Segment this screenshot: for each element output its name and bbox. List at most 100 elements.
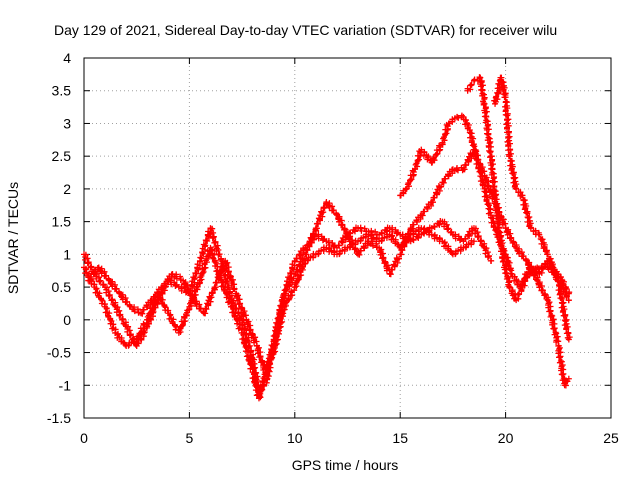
track-markers — [418, 148, 435, 166]
track-markers — [315, 244, 327, 258]
track-markers — [176, 306, 193, 335]
data-point — [477, 74, 484, 81]
track-markers — [389, 224, 402, 237]
x-tick-label: 20 — [498, 430, 514, 446]
track-markers — [271, 291, 288, 349]
track-markers — [452, 231, 465, 244]
track-markers — [244, 318, 260, 349]
track-markers — [544, 251, 562, 283]
track-markers — [229, 305, 246, 336]
track-markers — [118, 291, 133, 309]
track-markers — [181, 279, 197, 302]
track-markers — [518, 192, 534, 230]
data-point — [487, 257, 494, 264]
track-markers — [356, 238, 371, 258]
y-tick-label: 3 — [63, 115, 71, 131]
data-point — [565, 336, 572, 343]
y-tick-label: -1.5 — [47, 410, 71, 426]
track-markers — [139, 297, 154, 317]
track-markers — [471, 74, 483, 84]
data-point — [470, 238, 477, 245]
track-markers — [419, 199, 435, 219]
y-tick-label: -1 — [59, 377, 72, 393]
y-tick-label: 2.5 — [52, 148, 72, 164]
track-markers — [134, 316, 151, 342]
x-tick-label: 10 — [287, 430, 303, 446]
track-markers — [97, 265, 112, 283]
track-markers — [473, 155, 488, 191]
y-axis-label: SDTVAR / TECUs — [5, 182, 21, 294]
x-tick-label: 15 — [392, 430, 408, 446]
track-markers — [102, 305, 119, 336]
y-tick-label: -0.5 — [47, 345, 71, 361]
y-tick-label: 1 — [63, 246, 71, 262]
y-tick-label: 1.5 — [52, 214, 72, 230]
track-markers — [197, 247, 215, 283]
x-tick-label: 0 — [80, 430, 88, 446]
data-point — [487, 153, 494, 160]
y-tick-label: 0.5 — [52, 279, 72, 295]
track-markers — [409, 212, 424, 232]
track-markers — [499, 258, 513, 290]
track-markers — [357, 224, 370, 235]
track-markers — [554, 277, 573, 341]
track-markers — [335, 213, 351, 237]
track-markers — [519, 265, 534, 289]
track-markers — [239, 331, 256, 373]
track-markers — [493, 213, 508, 262]
track-markers — [440, 166, 456, 186]
track-markers — [263, 342, 277, 376]
track-markers — [103, 284, 119, 309]
track-markers — [512, 285, 525, 302]
track-markers — [503, 226, 520, 250]
x-axis-label: GPS time / hours — [292, 457, 399, 473]
track-markers — [160, 271, 175, 291]
data-point — [494, 212, 501, 219]
track-markers — [466, 129, 479, 158]
track-markers — [107, 278, 123, 296]
series-3 — [85, 146, 572, 389]
track-markers — [514, 245, 529, 264]
data-point — [95, 264, 102, 271]
track-markers — [535, 279, 552, 302]
track-markers — [412, 148, 424, 172]
track-markers — [487, 154, 502, 216]
track-markers — [254, 344, 269, 373]
series-2 — [81, 224, 477, 402]
data-point — [565, 375, 572, 382]
track-markers — [197, 226, 214, 262]
plot-frame — [83, 57, 612, 419]
track-markers — [441, 218, 455, 236]
data-point — [481, 100, 488, 107]
y-tick-label: 4 — [63, 50, 71, 66]
track-markers — [505, 153, 520, 190]
track-markers — [149, 284, 165, 304]
track-markers — [481, 188, 494, 217]
track-markers — [480, 101, 495, 160]
track-markers — [472, 225, 488, 250]
track-markers — [562, 378, 571, 389]
data-points — [81, 74, 573, 402]
track-markers — [207, 225, 225, 263]
track-markers — [429, 141, 446, 166]
chart-title: Day 129 of 2021, Sidereal Day-to-day VTE… — [54, 22, 557, 38]
track-markers — [113, 304, 129, 328]
track-markers — [439, 121, 451, 146]
x-tick-label: 25 — [603, 430, 619, 446]
track-markers — [233, 292, 250, 323]
track-markers — [452, 244, 464, 258]
axis-ticks: 0 5 10 15 20 25 -1.5 -1 -0.5 0 0.5 1 1.5 2 2.5 3 3.5 4 — [47, 50, 619, 446]
y-tick-label: 3.5 — [52, 83, 72, 99]
track-markers — [315, 231, 328, 244]
series-6 — [491, 74, 573, 343]
track-markers — [324, 200, 340, 218]
track-markers — [476, 75, 488, 106]
track-markers — [218, 279, 235, 310]
track-markers — [223, 259, 240, 297]
track-markers — [501, 94, 514, 158]
track-markers — [387, 251, 404, 278]
track-markers — [451, 164, 466, 174]
track-markers — [192, 298, 207, 316]
track-markers — [545, 299, 562, 349]
data-point — [565, 297, 572, 304]
